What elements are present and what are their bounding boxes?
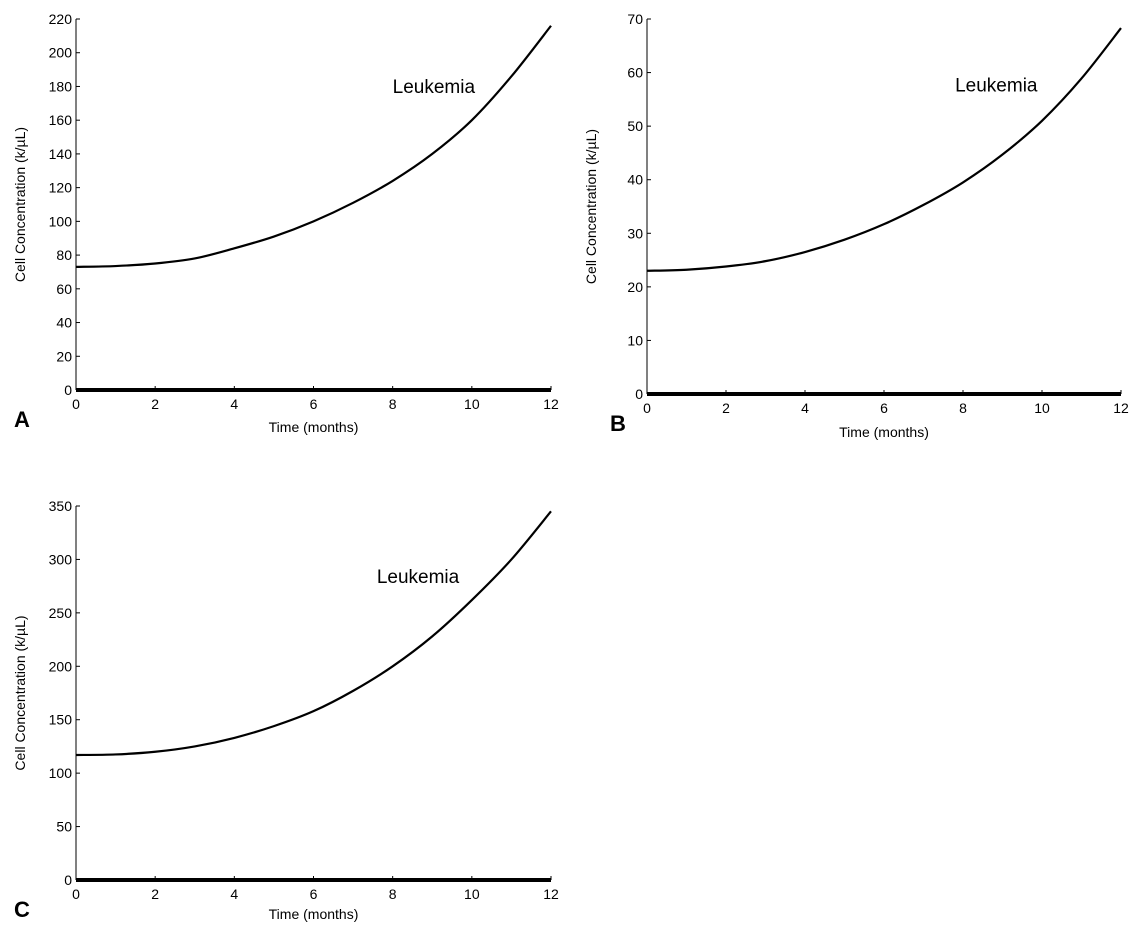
panel-c-annotation: Leukemia [377, 567, 460, 588]
panel-a-y-tick-label: 60 [56, 281, 72, 297]
panel-c-letter: C [14, 897, 30, 922]
panel-c-y-tick-label: 150 [49, 712, 73, 728]
panel-c-x-tick-label: 12 [543, 886, 559, 902]
panel-b-y-tick-label: 60 [627, 65, 643, 81]
panel-c-y-tick-label: 250 [49, 605, 73, 621]
panel-a-y-tick-label: 40 [56, 315, 72, 331]
panel-c-chart: 0 50 100 150 200 250 300 350 0 2 4 6 8 10 12 Leukemia Ti… [12, 498, 559, 922]
panel-b-x-tick-label: 0 [643, 400, 651, 416]
panel-c-y-tick-label: 100 [49, 765, 73, 781]
panel-a-y-tick-label: 200 [49, 45, 73, 61]
panel-b-x-tick-label: 6 [880, 400, 888, 416]
panel-b-x-tick-label: 12 [1113, 400, 1129, 416]
panel-a-chart: 0 20 40 60 80 100 120 140 160 180 200 220 0 2 4 6 8 10 12 L… [12, 11, 559, 435]
panel-c-y-tick-label: 350 [49, 498, 73, 514]
panel-a-y-tick-label: 80 [56, 247, 72, 263]
panel-c-leukemia-curve [75, 510, 552, 757]
panel-a-x-tick-label: 12 [543, 396, 559, 412]
panel-a-y-tick-label: 100 [49, 213, 73, 229]
panel-a-letter: A [14, 407, 30, 432]
panel-a-leukemia-curve [75, 25, 552, 268]
panel-a-y-tick-label: 180 [49, 78, 73, 94]
panel-c-x-tick-label: 4 [230, 886, 238, 902]
panel-c-x-tick-label: 10 [464, 886, 480, 902]
panel-c-y-tick-label: 200 [49, 658, 73, 674]
panel-a-x-tick-label: 8 [389, 396, 397, 412]
panel-b-y-tick-label: 40 [627, 172, 643, 188]
panel-a-y-tick-label: 220 [49, 11, 73, 27]
panel-b-y-tick-label: 50 [627, 118, 643, 134]
panel-c-x-tick-label: 2 [151, 886, 159, 902]
panel-b-y-axis-label: Cell Concentration (k/µL) [583, 129, 599, 284]
panel-a-x-tick-label: 10 [464, 396, 480, 412]
panel-c-x-tick-label: 6 [310, 886, 318, 902]
panel-b-x-axis-label: Time (months) [839, 424, 929, 440]
panel-b-x-tick-label: 4 [801, 400, 809, 416]
panel-b-y-tick-label: 20 [627, 279, 643, 295]
panel-b-annotation: Leukemia [955, 75, 1038, 96]
panel-b-letter: B [610, 411, 626, 436]
panel-b-y-tick-label: 70 [627, 11, 643, 27]
panel-b-x-tick-label: 2 [722, 400, 730, 416]
panel-a-x-tick-label: 6 [310, 396, 318, 412]
panel-c-x-tick-label: 8 [389, 886, 397, 902]
panel-b-y-tick-label: 0 [635, 386, 643, 402]
panel-a-x-axis-label: Time (months) [269, 419, 359, 435]
panel-a-y-tick-label: 20 [56, 348, 72, 364]
panel-a-x-tick-label: 0 [72, 396, 80, 412]
panel-c-y-tick-label: 50 [56, 819, 72, 835]
panel-c-y-tick-label: 300 [49, 551, 73, 567]
panel-b-leukemia-curve [646, 27, 1122, 272]
panel-a-annotation: Leukemia [393, 77, 476, 98]
panel-b-x-tick-label: 8 [959, 400, 967, 416]
panel-b-x-tick-label: 10 [1034, 400, 1050, 416]
panel-a-y-tick-label: 0 [64, 382, 72, 398]
panel-c-y-axis-label: Cell Concentration (k/µL) [12, 615, 28, 770]
panel-b-y-tick-label: 10 [627, 332, 643, 348]
panel-c-y-tick-label: 0 [64, 872, 72, 888]
panel-b-y-tick-label: 30 [627, 225, 643, 241]
panel-a-y-axis-label: Cell Concentration (k/µL) [12, 127, 28, 282]
panel-c-x-axis-label: Time (months) [269, 906, 359, 922]
panel-a-y-tick-label: 160 [49, 112, 73, 128]
panel-c-x-tick-label: 0 [72, 886, 80, 902]
panel-a-y-tick-label: 120 [49, 180, 73, 196]
panel-b-chart: 0 10 20 30 40 50 60 70 0 2 4 6 8 10 12 Leukemia Time (mo… [583, 11, 1129, 440]
panel-a-y-tick-label: 140 [49, 146, 73, 162]
panel-a-x-tick-label: 4 [230, 396, 238, 412]
panel-a-x-tick-label: 2 [151, 396, 159, 412]
